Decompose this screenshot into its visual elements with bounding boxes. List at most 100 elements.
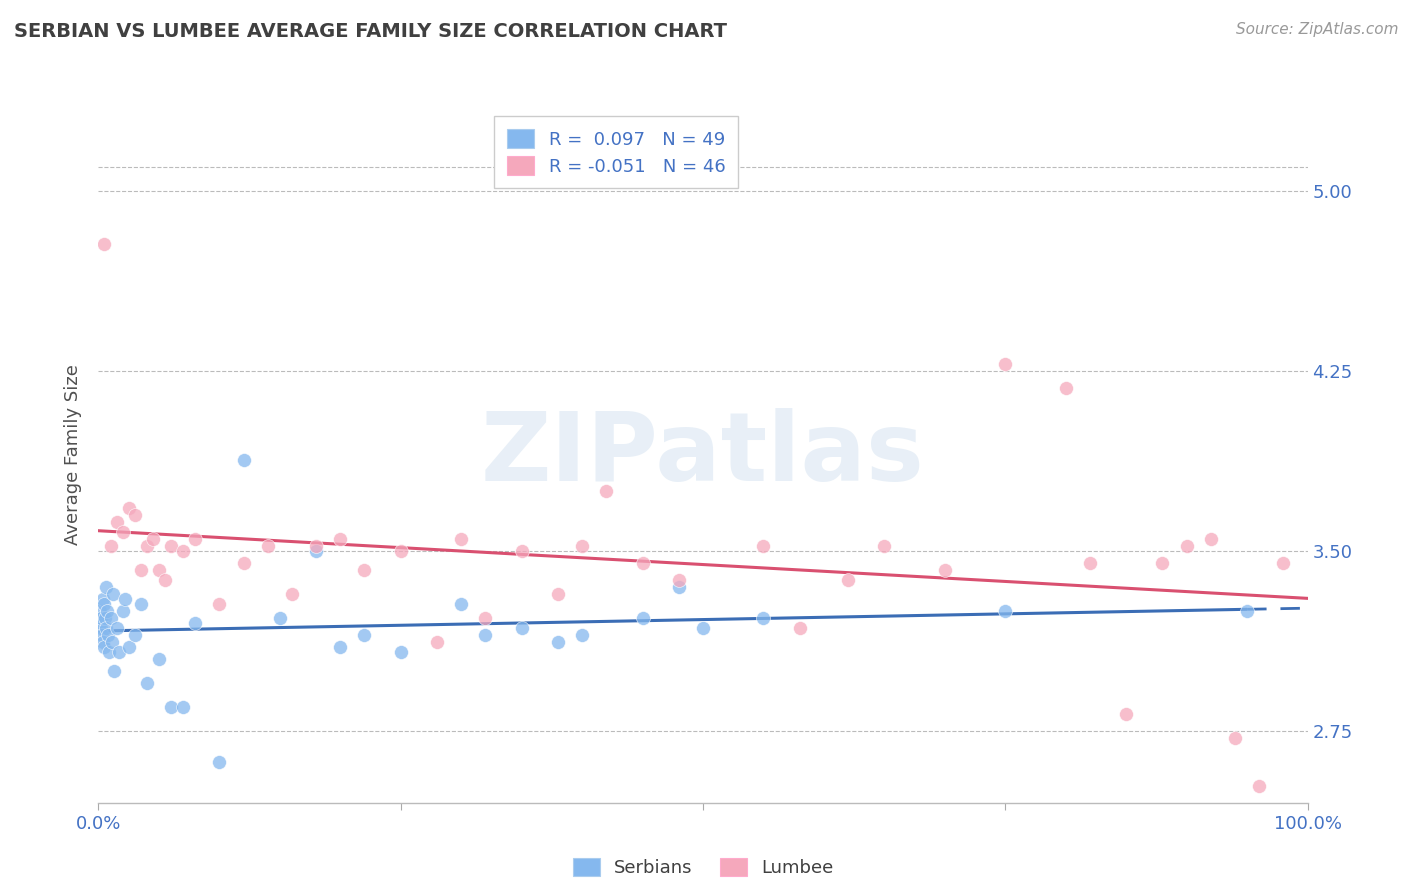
- Point: [129, 563, 152, 577]
- Point: [353, 628, 375, 642]
- Point: [91, 635, 114, 649]
- Point: [329, 532, 352, 546]
- Point: [1175, 539, 1198, 553]
- Point: [184, 532, 207, 546]
- Point: [93, 597, 115, 611]
- Point: [668, 580, 690, 594]
- Text: Source: ZipAtlas.com: Source: ZipAtlas.com: [1236, 22, 1399, 37]
- Point: [108, 645, 131, 659]
- Point: [426, 635, 449, 649]
- Point: [789, 621, 811, 635]
- Point: [97, 628, 120, 642]
- Point: [1223, 731, 1246, 745]
- Point: [571, 539, 593, 553]
- Point: [305, 539, 328, 553]
- Point: [89, 604, 111, 618]
- Point: [160, 539, 183, 553]
- Point: [90, 611, 112, 625]
- Point: [91, 591, 114, 606]
- Point: [111, 524, 134, 539]
- Point: [389, 544, 412, 558]
- Point: [1115, 706, 1137, 721]
- Point: [1152, 556, 1174, 570]
- Point: [1054, 381, 1077, 395]
- Point: [100, 539, 122, 553]
- Point: [474, 611, 496, 625]
- Point: [1078, 556, 1101, 570]
- Point: [571, 628, 593, 642]
- Point: [1236, 604, 1258, 618]
- Point: [93, 640, 115, 654]
- Point: [105, 515, 128, 529]
- Point: [1199, 532, 1222, 546]
- Point: [94, 580, 117, 594]
- Point: [692, 621, 714, 635]
- Point: [160, 699, 183, 714]
- Point: [118, 640, 141, 654]
- Point: [98, 645, 121, 659]
- Legend: Serbians, Lumbee: Serbians, Lumbee: [565, 850, 841, 884]
- Point: [105, 621, 128, 635]
- Point: [305, 544, 328, 558]
- Y-axis label: Average Family Size: Average Family Size: [65, 365, 83, 545]
- Point: [256, 539, 278, 553]
- Point: [135, 676, 157, 690]
- Point: [148, 652, 170, 666]
- Point: [232, 556, 254, 570]
- Point: [474, 628, 496, 642]
- Point: [184, 615, 207, 630]
- Point: [232, 452, 254, 467]
- Point: [172, 699, 194, 714]
- Text: ZIPatlas: ZIPatlas: [481, 409, 925, 501]
- Point: [89, 615, 111, 630]
- Point: [994, 604, 1017, 618]
- Point: [450, 597, 472, 611]
- Point: [103, 664, 125, 678]
- Point: [93, 236, 115, 251]
- Point: [135, 539, 157, 553]
- Point: [111, 604, 134, 618]
- Point: [208, 597, 231, 611]
- Point: [94, 611, 117, 625]
- Point: [142, 532, 165, 546]
- Point: [1272, 556, 1295, 570]
- Point: [172, 544, 194, 558]
- Point: [153, 573, 176, 587]
- Point: [114, 591, 136, 606]
- Point: [208, 755, 231, 769]
- Point: [353, 563, 375, 577]
- Point: [389, 645, 412, 659]
- Point: [281, 587, 304, 601]
- Point: [118, 500, 141, 515]
- Point: [91, 628, 114, 642]
- Point: [96, 621, 118, 635]
- Point: [124, 628, 146, 642]
- Point: [450, 532, 472, 546]
- Point: [124, 508, 146, 522]
- Point: [752, 539, 775, 553]
- Point: [631, 611, 654, 625]
- Point: [752, 611, 775, 625]
- Point: [547, 635, 569, 649]
- Point: [934, 563, 956, 577]
- Point: [547, 587, 569, 601]
- Point: [631, 556, 654, 570]
- Point: [668, 573, 690, 587]
- Point: [510, 544, 533, 558]
- Point: [329, 640, 352, 654]
- Point: [269, 611, 291, 625]
- Point: [90, 621, 112, 635]
- Text: SERBIAN VS LUMBEE AVERAGE FAMILY SIZE CORRELATION CHART: SERBIAN VS LUMBEE AVERAGE FAMILY SIZE CO…: [14, 22, 727, 41]
- Point: [129, 597, 152, 611]
- Point: [994, 357, 1017, 371]
- Point: [100, 635, 122, 649]
- Point: [148, 563, 170, 577]
- Point: [837, 573, 859, 587]
- Point: [595, 483, 617, 498]
- Point: [873, 539, 896, 553]
- Point: [510, 621, 533, 635]
- Point: [96, 604, 118, 618]
- Point: [101, 587, 124, 601]
- Point: [1249, 779, 1271, 793]
- Point: [100, 611, 122, 625]
